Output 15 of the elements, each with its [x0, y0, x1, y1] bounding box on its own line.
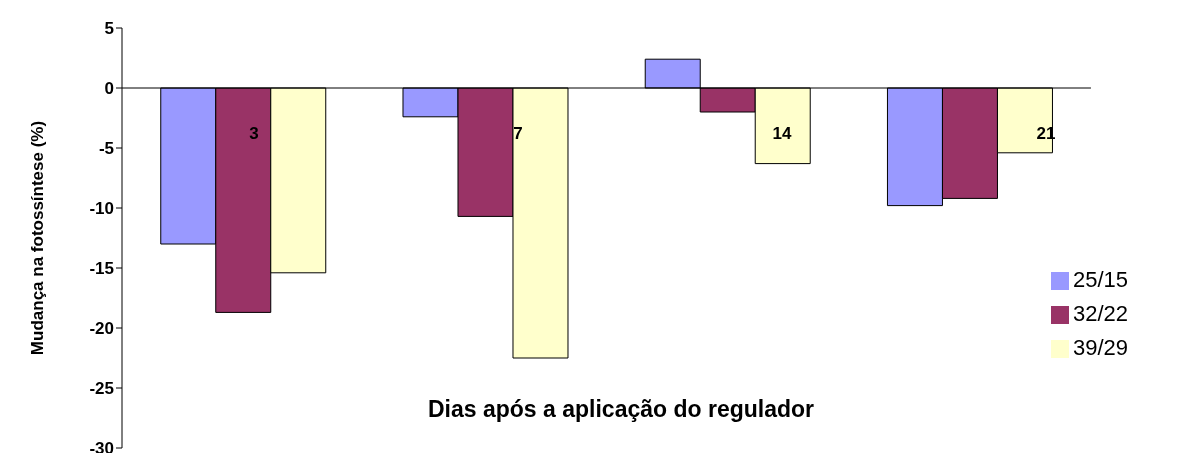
y-tick-label: 5 [104, 19, 114, 39]
y-tick-label: -10 [89, 199, 114, 219]
y-tick-label: -5 [98, 139, 114, 159]
x-axis-title: Dias após a aplicação do regulador [428, 396, 815, 423]
legend-label: 32/22 [1072, 301, 1128, 326]
x-tick-label: 7 [512, 124, 524, 144]
y-tick-label: 0 [104, 79, 114, 99]
legend-label: 39/29 [1072, 335, 1128, 360]
y-tick-label: -15 [89, 259, 114, 279]
legend-label: 25/15 [1072, 267, 1128, 292]
y-tick-label: -25 [89, 379, 114, 399]
y-tick-label: -20 [89, 319, 114, 339]
x-tick-label: 3 [248, 124, 260, 144]
x-tick-label: 14 [771, 124, 793, 144]
y-axis-title: Mudança na fotossíntese (%) [28, 120, 48, 356]
